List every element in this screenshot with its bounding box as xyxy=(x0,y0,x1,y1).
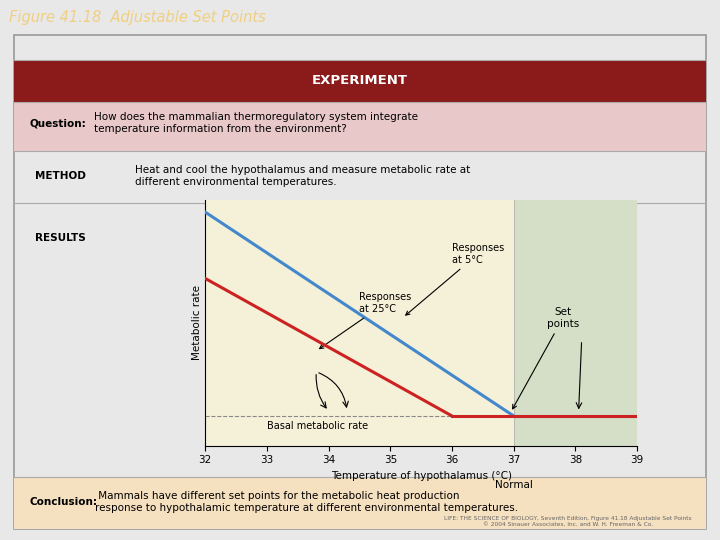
Text: Conclusion:: Conclusion: xyxy=(30,497,98,507)
Text: EXPERIMENT: EXPERIMENT xyxy=(312,74,408,87)
Text: Figure 41.18  Adjustable Set Points: Figure 41.18 Adjustable Set Points xyxy=(9,10,266,25)
Text: How does the mammalian thermoregulatory system integrate
temperature information: How does the mammalian thermoregulatory … xyxy=(94,112,418,134)
Text: Set
points: Set points xyxy=(513,307,580,409)
Bar xyxy=(14,60,706,102)
Text: METHOD: METHOD xyxy=(35,171,86,181)
Text: LIFE: THE SCIENCE OF BIOLOGY, Seventh Edition, Figure 41.18 Adjustable Set Point: LIFE: THE SCIENCE OF BIOLOGY, Seventh Ed… xyxy=(444,516,692,526)
Text: Responses
at 25°C: Responses at 25°C xyxy=(320,292,412,349)
Text: Mammals have different set points for the metabolic heat production
response to : Mammals have different set points for th… xyxy=(95,491,518,513)
Text: Normal: Normal xyxy=(495,480,533,490)
Text: Basal metabolic rate: Basal metabolic rate xyxy=(267,421,368,431)
X-axis label: Temperature of hypothalamus (°C): Temperature of hypothalamus (°C) xyxy=(330,471,512,481)
Bar xyxy=(14,102,706,151)
Text: RESULTS: RESULTS xyxy=(35,233,86,242)
Text: Responses
at 5°C: Responses at 5°C xyxy=(406,243,504,315)
Text: Question:: Question: xyxy=(30,118,86,128)
Bar xyxy=(14,477,706,529)
Bar xyxy=(514,200,637,446)
Y-axis label: Metabolic rate: Metabolic rate xyxy=(192,285,202,360)
Text: Heat and cool the hypothalamus and measure metabolic rate at
different environme: Heat and cool the hypothalamus and measu… xyxy=(135,165,471,187)
